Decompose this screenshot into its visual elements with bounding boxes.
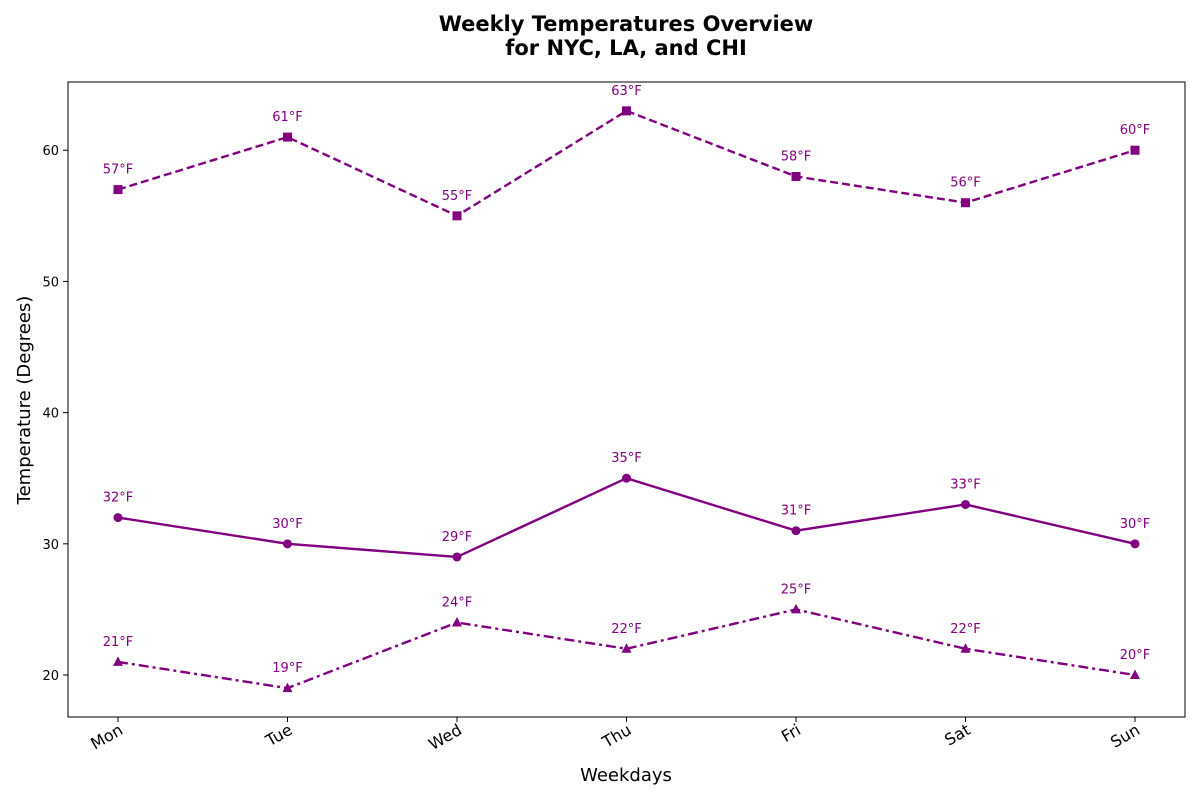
x-axis-label: Weekdays: [580, 765, 672, 786]
data-point-triangle: [1130, 669, 1140, 680]
data-point-circle: [283, 539, 292, 549]
data-point-triangle: [621, 643, 632, 653]
data-label: 24°F: [442, 596, 473, 611]
data-point-square: [452, 211, 462, 221]
data-point-circle: [622, 473, 631, 483]
data-point-circle: [961, 499, 970, 509]
data-label: 20°F: [1120, 648, 1151, 663]
x-tick-label: Sun: [1107, 720, 1143, 752]
data-point-triangle: [960, 643, 971, 653]
data-point-square: [791, 171, 801, 181]
data-label: 55°F: [442, 189, 473, 204]
data-label: 33°F: [950, 477, 981, 492]
data-point-square: [113, 185, 123, 195]
data-point-triangle: [791, 603, 801, 614]
data-label: 30°F: [272, 517, 303, 532]
x-tick-label: Sat: [941, 720, 973, 750]
data-label: 30°F: [1120, 517, 1151, 532]
chart-title-line-2: for NYC, LA, and CHI: [505, 36, 747, 60]
data-point-triangle: [452, 617, 462, 627]
data-point-square: [961, 198, 970, 208]
data-label: 21°F: [103, 635, 134, 650]
data-label: 57°F: [103, 163, 134, 178]
data-label: 58°F: [781, 149, 812, 164]
y-tick-label: 60: [42, 144, 59, 159]
data-point-circle: [791, 526, 801, 536]
data-point-circle: [113, 513, 123, 523]
data-point-triangle: [282, 682, 293, 693]
data-label: 56°F: [950, 176, 981, 191]
data-point-circle: [1130, 539, 1140, 549]
y-axis-label: Temperature (Degrees): [14, 296, 35, 506]
x-tick-label: Mon: [87, 720, 126, 753]
data-label: 32°F: [103, 491, 134, 506]
series-layer: [113, 106, 1140, 693]
data-label: 63°F: [611, 84, 642, 99]
chart-title-line-1: Weekly Temperatures Overview: [439, 12, 814, 36]
data-label: 60°F: [1120, 123, 1151, 138]
data-point-square: [622, 106, 631, 116]
data-label: 25°F: [781, 582, 812, 597]
data-labels-layer: 57°F 61°F 55°F 63°F 58°F 56°F 60°F 32°F 30°F 29°F…: [103, 84, 1151, 676]
x-tick-label: Tue: [261, 720, 295, 751]
data-label: 22°F: [950, 622, 981, 637]
y-tick-label: 20: [42, 669, 59, 684]
series-line-2: [117, 477, 1136, 559]
data-label: 19°F: [272, 661, 303, 676]
x-axis: Mon Tue Wed Thu Fri Sat Sun: [87, 717, 1143, 754]
data-label: 29°F: [442, 530, 473, 545]
y-tick-label: 50: [42, 275, 59, 290]
data-point-square: [1130, 145, 1140, 155]
x-tick-label: Wed: [425, 720, 465, 754]
data-point-square: [283, 132, 292, 142]
data-label: 22°F: [611, 622, 642, 637]
data-label: 31°F: [781, 504, 812, 519]
x-tick-label: Thu: [598, 720, 634, 752]
series-line-1: [117, 109, 1136, 218]
y-tick-label: 40: [42, 407, 59, 422]
y-axis: 20 30 40 50 60: [42, 144, 68, 684]
data-label: 61°F: [272, 110, 303, 125]
data-point-triangle: [113, 656, 123, 666]
x-tick-label: Fri: [778, 720, 804, 746]
y-tick-label: 30: [42, 538, 59, 553]
data-label: 35°F: [611, 451, 642, 466]
data-point-circle: [452, 552, 462, 562]
